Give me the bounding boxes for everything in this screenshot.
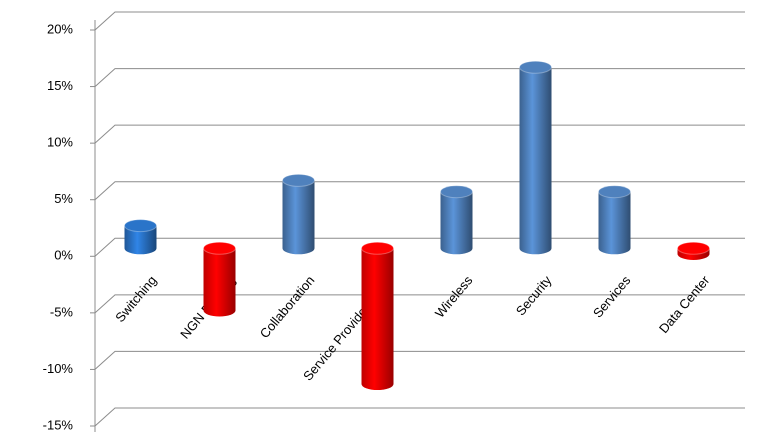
grid-line (94, 294, 745, 314)
bar-top (361, 241, 394, 255)
bar-top (124, 219, 157, 233)
y-tick-label: -10% (43, 361, 74, 376)
y-tick-label: 10% (47, 135, 73, 150)
x-tick-label: Services (590, 272, 634, 320)
x-tick-label: Security (513, 272, 555, 318)
bar (361, 248, 394, 385)
bar-top (598, 185, 631, 199)
bar (519, 67, 552, 249)
x-tick-label: Wireless (432, 272, 476, 320)
y-tick-label: 0% (54, 248, 73, 263)
x-tick-label: Data Center (656, 272, 713, 336)
grid-line (94, 11, 745, 31)
bar-top (203, 241, 236, 255)
y-tick-label: 20% (47, 21, 73, 36)
y-tick-label: 5% (54, 191, 73, 206)
bar-top (519, 60, 552, 74)
bar-top (440, 185, 473, 199)
grid-line (94, 181, 745, 201)
grid-line (94, 237, 745, 257)
bar (203, 248, 236, 311)
y-tick-label: -5% (50, 304, 74, 319)
bar (440, 191, 473, 249)
y-tick-label: 15% (47, 78, 73, 93)
grid-line (94, 68, 745, 87)
grid-line (94, 407, 745, 427)
bar (282, 180, 315, 249)
y-tick-label: -15% (43, 417, 74, 432)
grid-line (94, 350, 745, 370)
grid-line (94, 124, 745, 144)
bar (598, 191, 631, 249)
bar-top (282, 173, 315, 187)
bar-top (677, 241, 710, 255)
bar (124, 225, 157, 249)
x-tick-label: Switching (112, 273, 159, 325)
x-tick-label: Collaboration (257, 273, 318, 341)
